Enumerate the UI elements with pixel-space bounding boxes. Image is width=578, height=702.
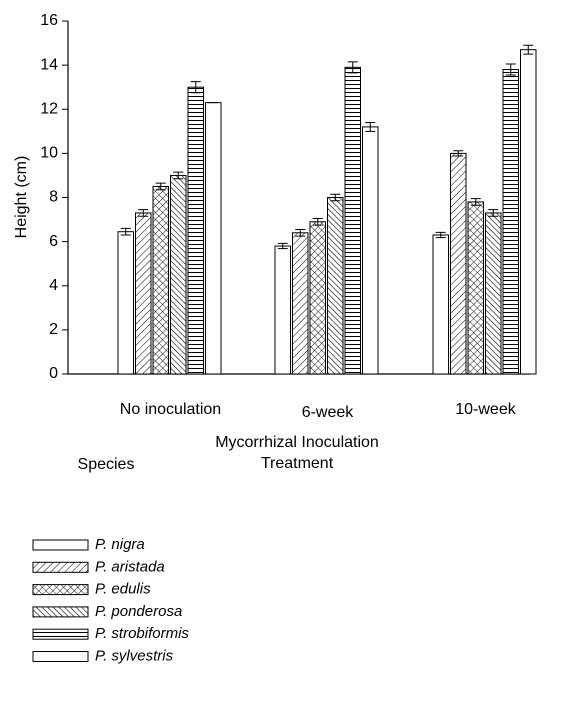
error-bar [277,242,288,250]
error-bar [453,150,464,157]
error-bar [138,209,149,217]
legend-label: P. nigra [95,536,145,553]
legend-swatch [32,628,89,640]
y-tick-label: 6 [49,233,58,250]
legend-label: P. edulis [95,581,151,598]
error-bar [312,217,323,226]
bar [344,66,361,375]
error-bar [173,171,184,180]
bar [520,49,537,375]
error-bar [295,228,306,237]
bar [450,152,467,375]
bar [187,86,204,375]
legend-label: P. sylvestris [95,647,174,664]
legend-swatch [32,584,89,596]
legend-title: Species [78,456,135,473]
x-tick-label: 10-week [455,401,516,418]
error-bar [120,227,131,236]
legend-swatch [32,561,89,573]
error-bar [523,44,534,55]
y-tick-label: 10 [40,145,58,162]
x-axis-title: Treatment [261,455,334,472]
bar [467,201,484,375]
error-bar [330,193,341,202]
legend-label: P. aristada [95,558,165,575]
legend-swatch [32,539,89,551]
bar [274,245,291,375]
bar [309,221,326,375]
bar [135,212,152,375]
bar [205,102,222,375]
bar [117,231,134,375]
bar [327,197,344,375]
bar [485,212,502,375]
error-bar [190,81,201,94]
error-bar [470,198,481,206]
legend-swatch [32,606,89,618]
y-tick-label: 4 [49,277,58,294]
error-bar [347,61,358,74]
legend-label: P. strobiformis [95,625,189,642]
x-tick-label: No inoculation [120,401,221,418]
y-tick-label: 14 [40,56,58,73]
error-bar [505,63,516,76]
error-bar [435,231,446,239]
y-tick-label: 2 [49,321,58,338]
y-tick-label: 16 [40,12,58,29]
bar [292,232,309,375]
x-axis-title: Mycorrhizal Inoculation [215,434,379,451]
x-tick-label: 6-week [302,404,355,421]
bar [170,174,187,375]
error-bar [365,121,376,132]
error-bar [488,209,499,217]
bar [152,185,169,375]
y-tick-label: 12 [40,100,58,117]
y-tick-label: 0 [49,365,58,382]
y-tick-label: 8 [49,189,58,206]
legend-swatch [32,651,89,662]
bar [432,234,449,375]
legend-label: P. ponderosa [95,603,182,620]
error-bar [155,182,166,191]
bar [502,69,519,375]
bar [362,126,379,375]
y-axis-title: Height (cm) [13,156,30,239]
